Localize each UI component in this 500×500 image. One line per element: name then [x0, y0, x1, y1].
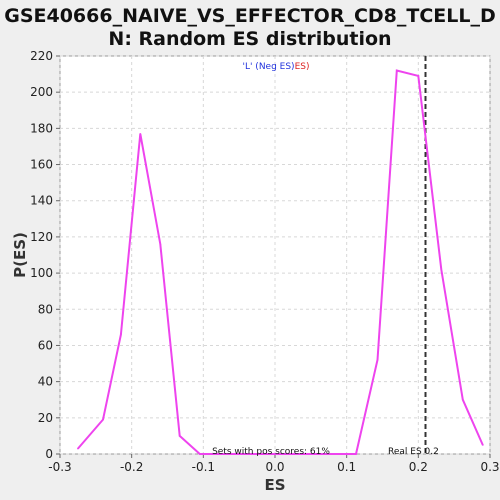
real-es-annotation: Real ES 0.2 [388, 447, 439, 457]
series-point [324, 453, 326, 455]
y-tick-label: 100 [30, 266, 53, 280]
x-axis-ticks: -0.3 -0.2 -0.1 0.0 0.1 0.2 0.3 [48, 454, 500, 474]
y-tick-label: 80 [38, 302, 53, 316]
x-axis-label: ES [264, 476, 285, 494]
y-tick-label: 20 [38, 411, 53, 425]
series-point [216, 453, 219, 455]
y-tick-label: 60 [38, 338, 53, 352]
series-point [417, 75, 420, 77]
y-tick-label: 220 [30, 49, 53, 63]
series-point [198, 453, 201, 455]
series-point [440, 268, 443, 271]
y-tick-label: 180 [30, 121, 53, 135]
legend-neg-entry: 'L' (Neg ES) [242, 62, 294, 72]
series-point [482, 444, 484, 446]
series-point [159, 243, 162, 245]
series-point [77, 447, 79, 450]
y-axis-ticks: 0 20 40 60 80 100 120 140 160 180 200 220 [30, 49, 60, 461]
series-point [355, 453, 357, 455]
y-axis-label: P(ES) [11, 232, 29, 278]
series-point [139, 132, 142, 135]
x-tick-label: 0.0 [265, 460, 284, 474]
grid-lines [59, 55, 491, 455]
series-point [281, 453, 283, 455]
y-tick-label: 0 [45, 447, 53, 461]
series-point [302, 453, 305, 455]
chart-title-line-1: GSE40666_NAIVE_VS_EFFECTOR_CD8_TCELL_D [4, 5, 496, 27]
x-tick-label: -0.3 [48, 460, 71, 474]
series-points [77, 69, 484, 455]
series-point [102, 418, 104, 421]
x-tick-label: 0.1 [337, 460, 356, 474]
series-point [396, 69, 398, 72]
x-tick-label: 0.3 [480, 460, 499, 474]
series-point [376, 359, 379, 361]
y-tick-label: 200 [30, 85, 53, 99]
y-tick-label: 160 [30, 158, 53, 172]
series-point [120, 333, 122, 336]
legend-pos-entry: ES) [295, 62, 310, 72]
series-point [259, 453, 262, 455]
legend: 'L' (Neg ES)ES) [242, 62, 309, 72]
x-tick-label: -0.2 [120, 460, 143, 474]
series-point [238, 453, 240, 455]
y-tick-label: 40 [38, 375, 53, 389]
y-tick-label: 140 [30, 194, 53, 208]
x-tick-label: -0.1 [192, 460, 215, 474]
chart-title-line-2: N: Random ES distribution [108, 28, 392, 50]
series-point [461, 398, 464, 401]
x-tick-label: 0.2 [409, 460, 428, 474]
series-point [178, 435, 181, 437]
y-tick-label: 120 [30, 230, 53, 244]
pos-scores-annotation: Sets with pos scores: 61% [212, 447, 330, 457]
random-es-series-line [77, 69, 484, 455]
